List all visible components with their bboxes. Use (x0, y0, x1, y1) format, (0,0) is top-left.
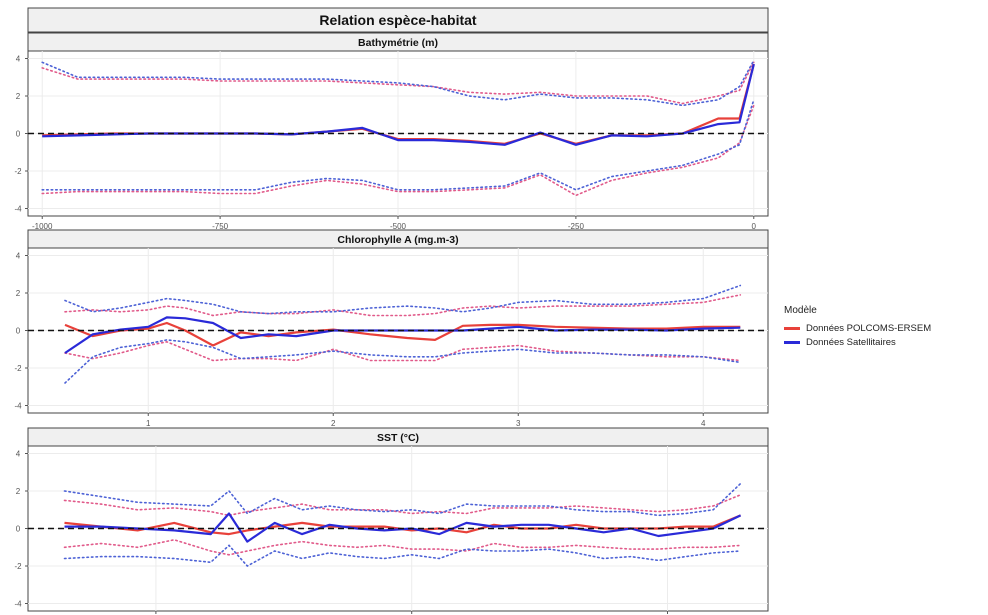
x-tick-label: 1 (146, 419, 151, 428)
y-tick-label: 2 (16, 92, 21, 101)
title-strip (27, 7, 769, 33)
x-tick-label: 3 (516, 419, 521, 428)
ci-lower-satellite (41, 99, 755, 191)
y-tick-label: -4 (14, 205, 22, 214)
legend-title: Modèle (784, 305, 817, 316)
x-tick-label: -750 (212, 222, 229, 231)
y-tick-label: 4 (16, 450, 21, 459)
panel-strip-label: Bathymétrie (m) (358, 37, 438, 49)
x-tick-label: 2 (331, 419, 336, 428)
panel-strip-label: SST (°C) (377, 432, 419, 444)
y-tick-label: 0 (16, 130, 21, 139)
ci-upper-polcoms (41, 61, 755, 105)
y-tick-label: 2 (16, 487, 21, 496)
y-tick-label: -2 (14, 364, 22, 373)
x-tick-label: -1000 (32, 222, 53, 231)
x-tick-label: -250 (568, 222, 585, 231)
y-tick-label: 4 (16, 55, 21, 64)
chart-title: Relation espèce-habitat (319, 12, 476, 28)
y-tick-label: -4 (14, 402, 22, 411)
ci-upper-satellite (41, 59, 755, 107)
legend-label-satellite: Données Satellitaires (806, 336, 896, 348)
series-line-polcoms (64, 321, 741, 347)
series-line-satellite (42, 63, 755, 146)
y-tick-label: 0 (16, 525, 21, 534)
ci-upper-satellite (63, 482, 742, 517)
y-tick-label: 0 (16, 327, 21, 336)
y-tick-label: 2 (16, 289, 21, 298)
legend-item-polcoms: Données POLCOMS-ERSEM (784, 321, 984, 335)
legend-label-polcoms: Données POLCOMS-ERSEM (806, 322, 932, 334)
ci-lower-satellite (63, 544, 742, 568)
x-tick-label: 4 (701, 419, 706, 428)
panels: Bathymétrie (m) -4 -2 0 2 4 -1000 -750 -500 -250 0… (14, 32, 769, 614)
legend-swatch-polcoms (784, 326, 800, 330)
ci-lower-polcoms (63, 538, 742, 556)
ci-upper-polcoms (64, 294, 742, 317)
y-tick-label: -4 (14, 600, 22, 609)
y-tick-label: -2 (14, 167, 22, 176)
ci-upper-satellite (64, 284, 742, 315)
panel-1: Bathymétrie (m) -4 -2 0 2 4 -1000 -750 -500 -250 0 (14, 32, 769, 231)
y-tick-label: -2 (14, 562, 22, 571)
ci-lower-satellite (64, 339, 742, 384)
x-tick-label: 0 (752, 222, 757, 231)
panel-2: Chlorophylle A (mg.m-3) -4 -2 0 2 4 1 2 3 4 (14, 229, 769, 428)
x-tick-label: -500 (390, 222, 407, 231)
ci-lower-polcoms (64, 340, 742, 362)
panel-3: SST (°C)-4-2024131415 (14, 427, 769, 614)
legend-item-satellite: Données Satellitaires (784, 335, 984, 349)
legend-swatch-satellite (784, 340, 800, 344)
panel-strip-label: Chlorophylle A (mg.m-3) (337, 234, 458, 246)
y-tick-label: 4 (16, 252, 21, 261)
legend: Modèle Données POLCOMS-ERSEM Données Sat… (784, 305, 984, 349)
